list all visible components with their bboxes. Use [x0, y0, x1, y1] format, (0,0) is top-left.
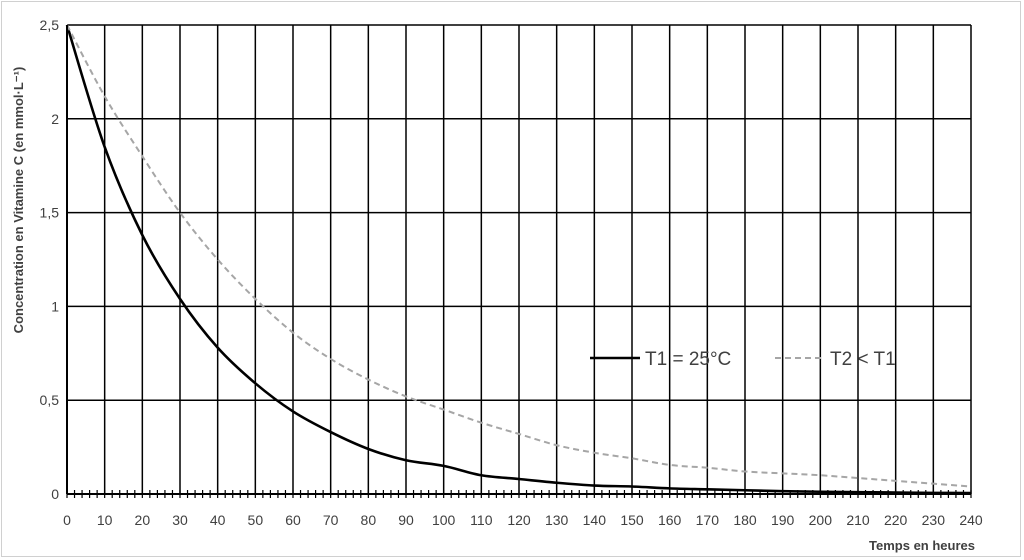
- x-tick-label: 140: [583, 512, 607, 528]
- x-tick-label: 190: [771, 512, 795, 528]
- legend: T1 = 25°C T2 < T1: [590, 349, 896, 370]
- legend-label-t2: T2 < T1: [830, 349, 896, 370]
- x-tick-label: 20: [135, 512, 151, 528]
- y-tick-label: 2,5: [40, 17, 60, 33]
- y-tick-label: 1: [51, 298, 59, 314]
- x-tick-label: 180: [733, 512, 757, 528]
- x-tick-label: 220: [884, 512, 908, 528]
- grid: [66, 24, 972, 495]
- x-tick-label: 30: [172, 512, 188, 528]
- x-tick-label: 90: [398, 512, 414, 528]
- x-tick-label: 170: [696, 512, 720, 528]
- x-tick-label: 0: [63, 512, 71, 528]
- series-group: [65, 24, 972, 495]
- x-tick-label: 10: [97, 512, 113, 528]
- x-tick-label: 120: [507, 512, 531, 528]
- y-tick-label: 0: [51, 486, 59, 502]
- legend-label-t1: T1 = 25°C: [645, 349, 731, 370]
- series-line-t1: [65, 24, 972, 495]
- x-tick-label: 150: [620, 512, 644, 528]
- y-axis-title: Concentration en Vitamine C (en mmol·L⁻¹…: [11, 67, 26, 334]
- x-tick-label: 50: [248, 512, 264, 528]
- x-tick-label: 70: [323, 512, 339, 528]
- y-tick-label: 0,5: [40, 392, 60, 408]
- x-tick-label: 110: [470, 512, 493, 528]
- x-axis-title: Temps en heures: [869, 538, 975, 553]
- x-tick-label: 240: [959, 512, 983, 528]
- tick-labels: 0 10 20 30 40 50 60 70 80 90 100 110 120 130 140 150 160…: [40, 17, 983, 528]
- x-tick-label: 100: [432, 512, 456, 528]
- x-tick-label: 60: [285, 512, 301, 528]
- axes: [66, 25, 972, 498]
- x-tick-label: 80: [361, 512, 377, 528]
- x-tick-label: 160: [658, 512, 682, 528]
- x-tick-label: 130: [545, 512, 569, 528]
- y-tick-label: 2: [51, 111, 59, 127]
- series-line-t2: [66, 24, 972, 488]
- x-tick-label: 210: [846, 512, 870, 528]
- x-tick-label: 230: [922, 512, 946, 528]
- y-tick-label: 1,5: [40, 205, 60, 221]
- x-tick-label: 40: [210, 512, 226, 528]
- x-tick-label: 200: [809, 512, 833, 528]
